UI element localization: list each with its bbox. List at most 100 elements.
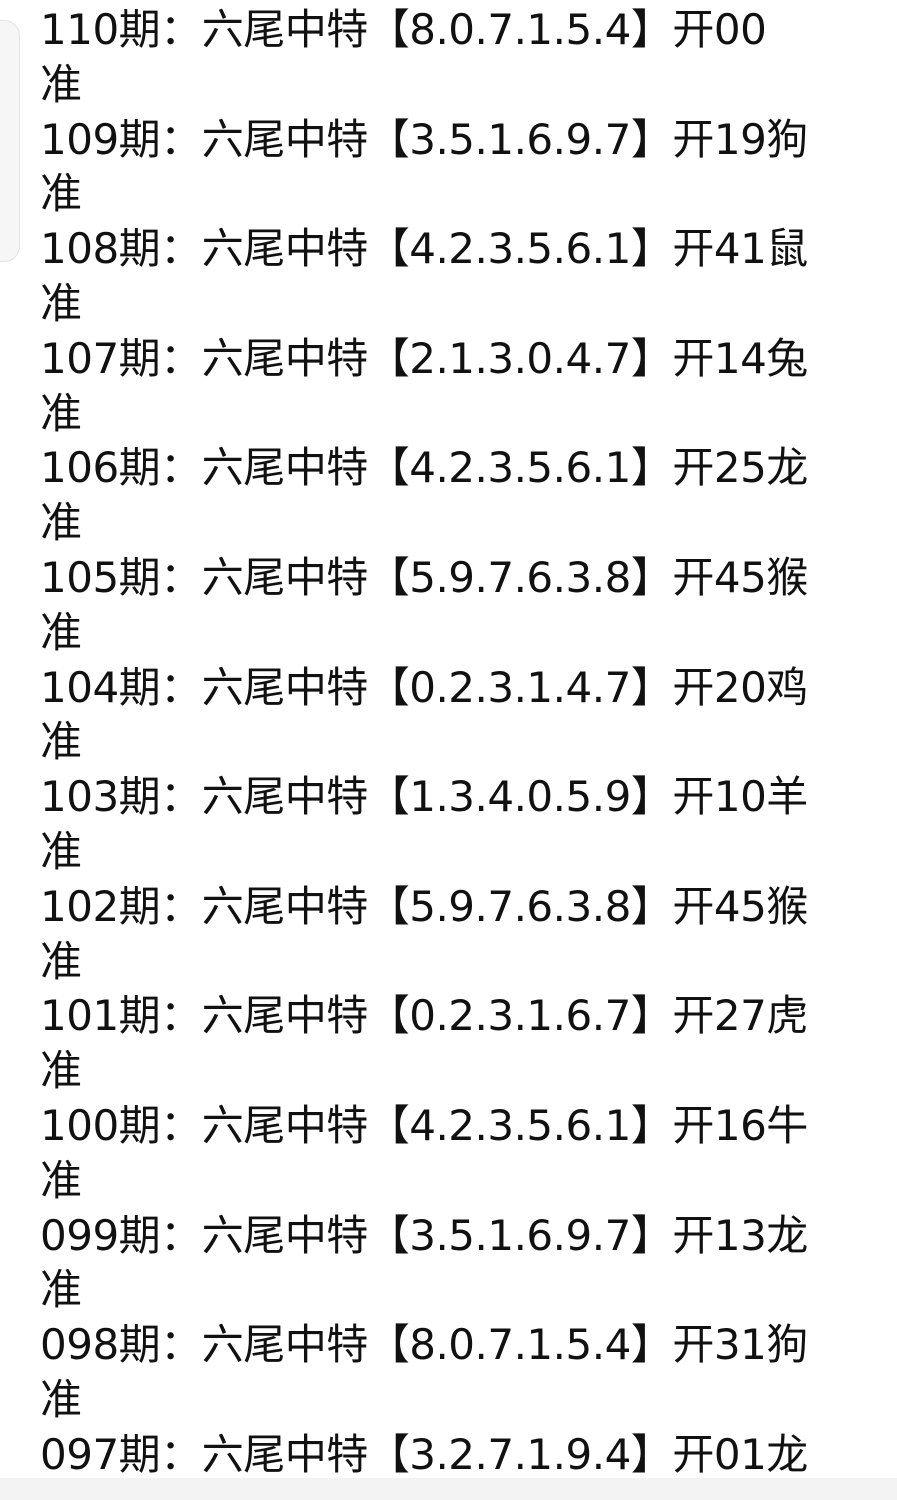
- tails-values: 3.2.7.1.9.4: [409, 1429, 631, 1479]
- issue-number: 108: [40, 224, 119, 274]
- tails-bracket-open: 【: [367, 1100, 410, 1150]
- drawn-number: 41: [713, 224, 767, 274]
- accurate-mark: 准: [40, 1155, 82, 1205]
- drawn-zodiac: 鸡: [766, 662, 808, 712]
- prediction-title: 六尾中特: [201, 443, 369, 493]
- prediction-title: 六尾中特: [201, 552, 369, 602]
- issue-label: 期：: [118, 5, 203, 54]
- tails-values: 3.5.1.6.9.7: [409, 1210, 631, 1260]
- issue-number: 103: [40, 772, 119, 822]
- issue-number: 100: [40, 1100, 119, 1150]
- tails-values: 0.2.3.1.4.7: [409, 662, 631, 712]
- open-label: 开: [672, 991, 714, 1041]
- issue-number: 097: [40, 1429, 119, 1479]
- tails-values: 8.0.7.1.5.4: [409, 5, 631, 54]
- tails-bracket-close: 】: [630, 772, 673, 822]
- prediction-entry: 101期：六尾中特【0.2.3.1.6.7】开27虎: [40, 989, 890, 1044]
- open-label: 开: [672, 1320, 714, 1370]
- tails-bracket-open: 【: [367, 662, 410, 712]
- accurate-mark: 准: [40, 498, 82, 548]
- drawn-zodiac: 兔: [766, 333, 808, 383]
- issue-number: 101: [40, 991, 119, 1041]
- accurate-mark: 准: [40, 388, 82, 438]
- tails-bracket-close: 】: [630, 443, 673, 493]
- prediction-title: 六尾中特: [201, 1100, 369, 1150]
- tails-bracket-open: 【: [367, 991, 410, 1041]
- drawn-zodiac: 龙: [766, 443, 808, 493]
- issue-label: 期：: [118, 1320, 203, 1370]
- issue-label: 期：: [118, 443, 203, 493]
- prediction-title: 六尾中特: [201, 224, 369, 274]
- prediction-entry: 104期：六尾中特【0.2.3.1.4.7】开20鸡: [40, 661, 890, 716]
- prediction-entry: 109期：六尾中特【3.5.1.6.9.7】开19狗: [40, 113, 890, 168]
- issue-label: 期：: [118, 772, 203, 822]
- tails-bracket-open: 【: [367, 1320, 410, 1370]
- drawn-zodiac: 龙: [766, 1210, 808, 1260]
- drawn-number: 45: [713, 552, 767, 602]
- tails-values: 4.2.3.5.6.1: [409, 1100, 631, 1150]
- open-label: 开: [672, 662, 714, 712]
- tails-bracket-open: 【: [367, 1429, 410, 1479]
- drawn-number: 01: [713, 1429, 767, 1479]
- issue-number: 099: [40, 1210, 119, 1260]
- prediction-list: 110期：六尾中特【8.0.7.1.5.4】开00 准 109期：六尾中特【3.5.…: [40, 3, 890, 1479]
- tails-values: 1.3.4.0.5.9: [409, 772, 631, 822]
- tails-values: 5.9.7.6.3.8: [409, 881, 631, 931]
- prediction-entry: 106期：六尾中特【4.2.3.5.6.1】开25龙: [40, 441, 890, 496]
- tails-values: 4.2.3.5.6.1: [409, 443, 631, 493]
- issue-number: 102: [40, 881, 119, 931]
- tails-bracket-open: 【: [367, 881, 410, 931]
- tails-bracket-open: 【: [367, 224, 410, 274]
- drawn-number: 27: [713, 991, 767, 1041]
- issue-number: 106: [40, 443, 119, 493]
- drawn-number: 13: [713, 1210, 767, 1260]
- drawn-zodiac: 牛: [766, 1100, 808, 1150]
- issue-number: 110: [40, 5, 119, 54]
- issue-number: 109: [40, 114, 119, 164]
- issue-number: 098: [40, 1320, 119, 1370]
- tails-bracket-close: 】: [630, 662, 673, 712]
- drawn-number: 20: [713, 662, 767, 712]
- issue-label: 期：: [118, 881, 203, 931]
- accurate-mark: 准: [40, 1265, 82, 1315]
- drawn-number: 19: [713, 114, 767, 164]
- tails-bracket-close: 】: [630, 881, 673, 931]
- tails-bracket-close: 】: [630, 333, 673, 383]
- prediction-entry: 107期：六尾中特【2.1.3.0.4.7】开14兔: [40, 332, 890, 387]
- issue-label: 期：: [118, 224, 203, 274]
- tails-values: 8.0.7.1.5.4: [409, 1320, 631, 1370]
- tails-bracket-close: 】: [630, 114, 673, 164]
- prediction-entry: 105期：六尾中特【5.9.7.6.3.8】开45猴: [40, 551, 890, 606]
- prediction-entry: 108期：六尾中特【4.2.3.5.6.1】开41鼠: [40, 222, 890, 277]
- drawn-number: 25: [713, 443, 767, 493]
- tails-bracket-open: 【: [367, 114, 410, 164]
- issue-number: 104: [40, 662, 119, 712]
- tails-bracket-close: 】: [630, 1429, 673, 1479]
- tails-values: 5.9.7.6.3.8: [409, 552, 631, 602]
- prediction-entry: 098期：六尾中特【8.0.7.1.5.4】开31狗: [40, 1318, 890, 1373]
- side-drawer-handle[interactable]: [0, 20, 20, 262]
- prediction-title: 六尾中特: [201, 114, 369, 164]
- drawn-zodiac: 羊: [766, 772, 808, 822]
- bottom-bar: [0, 1478, 897, 1500]
- issue-label: 期：: [118, 1429, 203, 1479]
- tails-bracket-close: 】: [630, 991, 673, 1041]
- open-label: 开: [672, 552, 714, 602]
- issue-label: 期：: [118, 333, 203, 383]
- issue-label: 期：: [118, 114, 203, 164]
- tails-bracket-open: 【: [367, 1210, 410, 1260]
- accurate-mark: 准: [40, 607, 82, 657]
- accurate-mark: 准: [40, 59, 82, 109]
- issue-number: 105: [40, 552, 119, 602]
- issue-label: 期：: [118, 1100, 203, 1150]
- open-label: 开: [672, 881, 714, 931]
- prediction-entry: 099期：六尾中特【3.5.1.6.9.7】开13龙: [40, 1209, 890, 1264]
- open-label: 开: [672, 1429, 714, 1479]
- open-label: 开: [672, 772, 714, 822]
- prediction-title: 六尾中特: [201, 991, 369, 1041]
- open-label: 开: [672, 333, 714, 383]
- tails-bracket-open: 【: [367, 772, 410, 822]
- drawn-number: 10: [713, 772, 767, 822]
- prediction-entry: 097期：六尾中特【3.2.7.1.9.4】开01龙: [40, 1428, 890, 1479]
- tails-bracket-close: 】: [630, 1210, 673, 1260]
